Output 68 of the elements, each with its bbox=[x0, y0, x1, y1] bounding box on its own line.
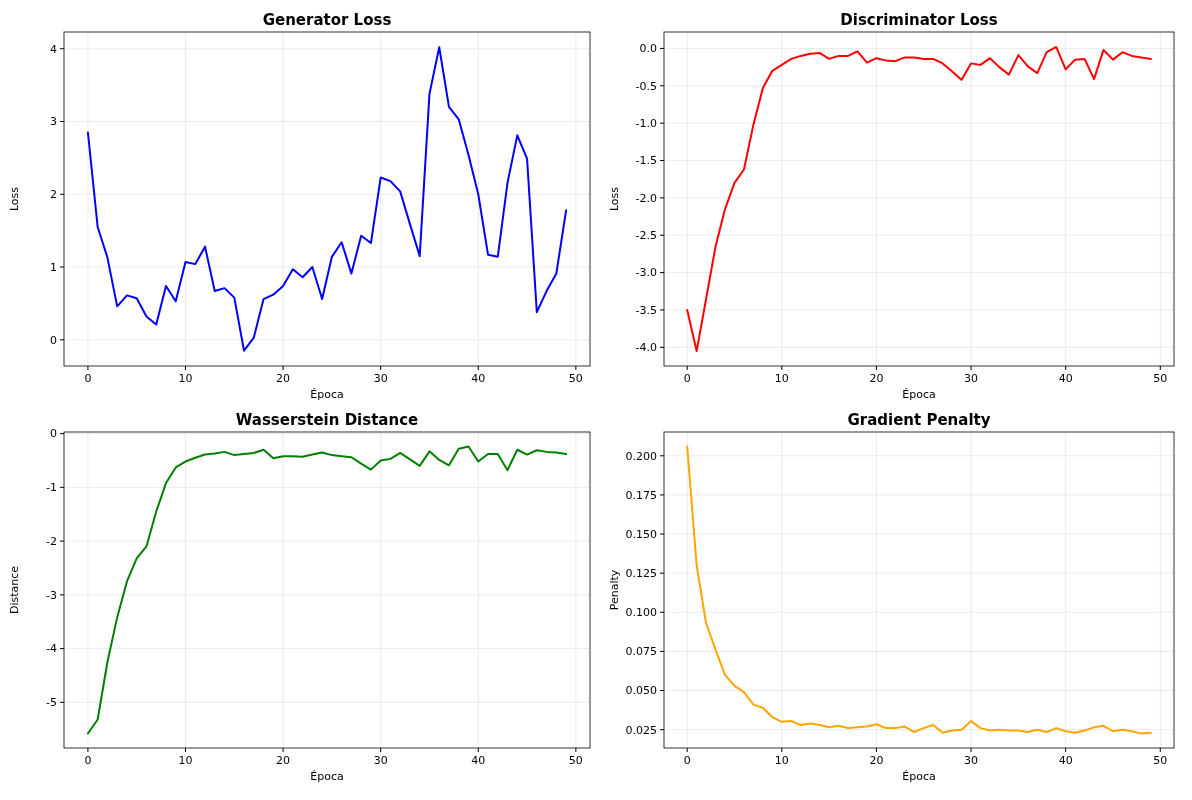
x-tick-label: 40 bbox=[471, 754, 486, 767]
y-tick-label: -4.0 bbox=[635, 341, 657, 355]
x-tick-label: 0 bbox=[84, 754, 92, 767]
x-tick-label: 40 bbox=[471, 372, 486, 385]
x-tick-label: 30 bbox=[373, 754, 388, 767]
x-tick-label: 40 bbox=[1058, 754, 1073, 767]
x-tick-label: 30 bbox=[373, 372, 388, 385]
x-axis-title: Época bbox=[902, 770, 936, 783]
x-axis-title: Época bbox=[902, 388, 936, 401]
line-series bbox=[686, 445, 1152, 735]
x-tick-label: 0 bbox=[683, 754, 691, 767]
y-axis-title: Loss bbox=[8, 186, 21, 212]
x-tick-label: 20 bbox=[276, 372, 291, 385]
y-tick-label: 2 bbox=[50, 188, 57, 202]
x-tick-label: 20 bbox=[276, 754, 291, 767]
y-tick-label: 0 bbox=[50, 333, 57, 347]
y-tick-label: -3.0 bbox=[635, 266, 657, 280]
chart-title: Discriminator Loss bbox=[840, 11, 998, 29]
chart-title: Gradient Penalty bbox=[847, 411, 991, 429]
y-tick-label: 0.0 bbox=[639, 42, 657, 56]
y-tick-label: 0.100 bbox=[625, 606, 657, 620]
x-axis-title: Época bbox=[310, 388, 344, 401]
y-tick-label: -2 bbox=[46, 534, 57, 548]
x-tick-label: 30 bbox=[964, 372, 979, 385]
y-tick-label: 0 bbox=[50, 427, 57, 441]
x-tick-label: 10 bbox=[178, 754, 193, 767]
y-tick-label: 4 bbox=[50, 42, 57, 56]
y-tick-label: -2.0 bbox=[635, 191, 657, 205]
y-tick-label: 0.200 bbox=[625, 449, 657, 463]
y-tick-label: 0.075 bbox=[625, 645, 657, 659]
x-tick-label: 20 bbox=[869, 754, 884, 767]
x-tick-label: 10 bbox=[178, 372, 193, 385]
x-tick-label: 20 bbox=[869, 372, 884, 385]
x-tick-label: 40 bbox=[1058, 372, 1073, 385]
y-tick-label: -0.5 bbox=[635, 79, 657, 93]
y-tick-label: -2.5 bbox=[635, 229, 657, 243]
y-tick-label: 0.050 bbox=[625, 684, 657, 698]
y-tick-label: -1 bbox=[46, 481, 57, 495]
y-axis-title: Distance bbox=[8, 565, 21, 615]
line-series bbox=[86, 46, 568, 352]
y-tick-label: 0.150 bbox=[625, 527, 657, 541]
y-tick-label: -4 bbox=[46, 642, 57, 656]
y-tick-label: 0.175 bbox=[625, 488, 657, 502]
x-tick-label: 50 bbox=[568, 754, 583, 767]
y-tick-label: 1 bbox=[50, 260, 57, 274]
line-series bbox=[86, 445, 568, 735]
y-tick-label: -3.5 bbox=[635, 303, 657, 317]
x-tick-label: 50 bbox=[568, 372, 583, 385]
y-tick-label: -5 bbox=[46, 696, 57, 710]
y-tick-label: 3 bbox=[50, 115, 57, 129]
y-tick-label: 0.125 bbox=[625, 567, 657, 581]
x-tick-label: 50 bbox=[1153, 372, 1168, 385]
chart-title: Generator Loss bbox=[262, 11, 392, 29]
x-tick-label: 50 bbox=[1153, 754, 1168, 767]
y-axis-title: Penalty bbox=[608, 569, 621, 611]
line-series bbox=[686, 45, 1152, 353]
y-tick-label: 0.025 bbox=[625, 723, 657, 737]
y-tick-label: -1.0 bbox=[635, 117, 657, 131]
chart-title: Wasserstein Distance bbox=[235, 411, 419, 429]
y-tick-label: -3 bbox=[46, 588, 57, 602]
y-axis-title: Loss bbox=[608, 186, 621, 212]
x-tick-label: 10 bbox=[774, 372, 789, 385]
x-tick-label: 10 bbox=[774, 754, 789, 767]
y-tick-label: -1.5 bbox=[635, 154, 657, 168]
x-axis-title: Época bbox=[310, 770, 344, 783]
x-tick-label: 0 bbox=[84, 372, 92, 385]
x-tick-label: 0 bbox=[683, 372, 691, 385]
x-tick-label: 30 bbox=[964, 754, 979, 767]
